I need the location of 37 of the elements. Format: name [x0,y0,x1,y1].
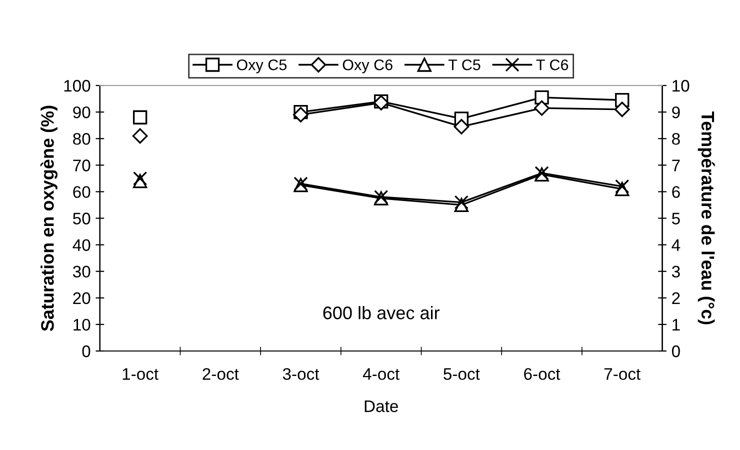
y-tick-label: 60 [73,186,90,198]
y2-tick-label: 10 [672,80,690,92]
y-tick-label: 0 [82,345,90,358]
y-tick-label: 90 [73,106,90,118]
y2-tick-label: 5 [672,212,680,224]
x-tick-label: 4-oct [362,368,400,380]
y2-axis-title: Température de l'eau (°c) [698,112,715,324]
y-tick-label: 70 [73,160,90,172]
legend-label: Oxy C5 [236,59,287,74]
x-tick-label: 2-oct [202,368,239,380]
y2-tick-label: 4 [672,239,680,251]
annotation: 600 lb avec air [323,306,440,320]
y2-tick-label: 8 [672,133,680,145]
y-tick-label: 30 [72,266,90,278]
x-tick-label: 5-oct [444,368,480,380]
x-tick-label: 7-oct [604,368,641,380]
y2-tick-label: 0 [672,345,680,358]
legend-label: Oxy C6 [342,59,392,74]
y-tick-label: 40 [72,239,90,252]
legend-label: T C6 [536,59,568,70]
y-tick-label: 20 [73,292,90,304]
x-axis-title: Date [364,400,398,412]
x-tick-label: 6-oct [524,368,560,380]
y2-tick-label: 9 [672,106,680,118]
y2-tick-label: 1 [672,319,680,330]
y-tick-label: 80 [73,133,90,145]
y2-tick-label: 2 [672,292,680,304]
x-tick-label: 1-oct [122,368,158,380]
y2-tick-label: 3 [672,266,680,278]
y-tick-label: 50 [73,212,90,224]
y2-tick-label: 7 [672,160,680,172]
y-tick-label: 100 [64,80,90,92]
y-tick-label: 10 [74,318,90,331]
y-axis-title: Saturation en oxygène (%) [40,106,58,332]
y2-tick-label: 6 [672,186,680,198]
legend-label: T C5 [448,59,480,70]
x-tick-label: 3-oct [282,368,320,380]
